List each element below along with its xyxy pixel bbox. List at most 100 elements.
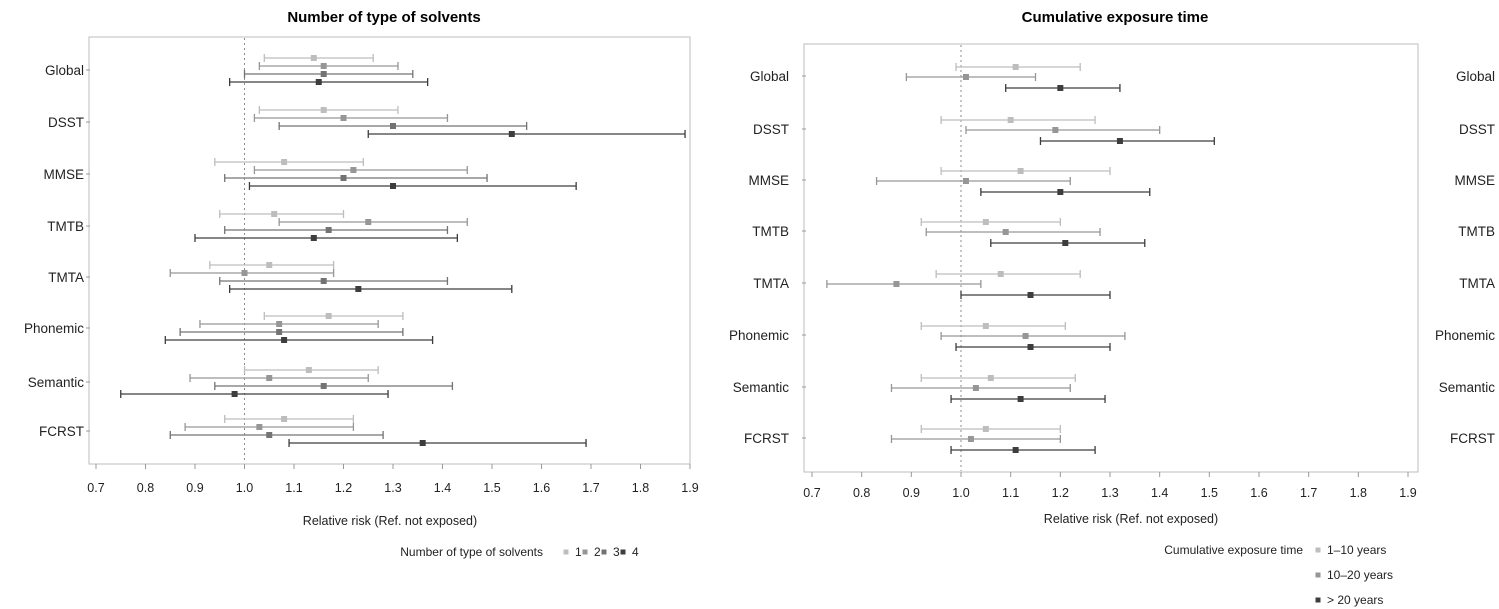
point-estimate	[1057, 85, 1064, 91]
x-tick-label: 1.8	[1350, 486, 1367, 500]
point-estimate	[997, 271, 1004, 277]
point-estimate	[365, 219, 372, 225]
ci-tmta-3	[219, 277, 449, 285]
point-estimate	[967, 436, 974, 442]
category-label-right-phonemic: Phonemic	[1435, 328, 1495, 343]
point-estimate	[310, 235, 317, 241]
x-tick-label: 1.5	[1201, 486, 1218, 500]
category-label-fcrst: FCRST	[744, 431, 789, 446]
point-estimate	[320, 278, 327, 284]
category-label-dsst: DSST	[753, 122, 789, 137]
point-estimate	[281, 416, 288, 422]
point-estimate	[271, 211, 278, 217]
category-label-right-tmtb: TMTB	[1458, 224, 1495, 239]
category-label-mmse: MMSE	[749, 173, 790, 188]
point-estimate	[1017, 168, 1024, 174]
x-tick-label: 1.4	[434, 481, 451, 495]
legend-item-1-10-years: 1–10 years	[1315, 543, 1386, 557]
category-label-tmtb: TMTB	[47, 219, 84, 234]
point-estimate	[340, 115, 347, 121]
legend-item-10-20-years: 10–20 years	[1315, 568, 1393, 582]
point-estimate	[1007, 117, 1014, 123]
point-estimate	[350, 167, 357, 173]
ci-phonemic-10-20-years	[940, 332, 1126, 340]
ci-tmta-20-years	[960, 291, 1111, 299]
legend-item-3: 3	[601, 545, 620, 559]
x-tick-label: 1.8	[632, 481, 649, 495]
category-label-right-semantic: Semantic	[1439, 380, 1496, 395]
point-estimate	[1027, 292, 1034, 298]
x-tick-label: 1.5	[483, 481, 500, 495]
legend-swatch	[1315, 547, 1321, 553]
point-estimate	[1116, 138, 1123, 144]
chart-title: Number of type of solvents	[287, 9, 480, 26]
legend-swatch	[1315, 597, 1321, 603]
chart-panel-exposure-time: Cumulative exposure time Global DSST MMSE T…	[729, 9, 1495, 607]
legend-item-4: 4	[620, 545, 639, 559]
ci-tmta-1-10-years	[935, 270, 1081, 278]
ci-phonemic-2	[199, 320, 379, 328]
legend-label: 10–20 years	[1327, 568, 1393, 582]
legend-item-2: 2	[582, 545, 601, 559]
point-estimate	[390, 183, 396, 189]
category-label-tmta: TMTA	[753, 276, 789, 291]
ci-semantic-20-years	[950, 395, 1106, 403]
x-tick-label: 0.7	[803, 486, 820, 500]
point-estimate	[419, 440, 426, 446]
ci-tmtb-1-10-years	[920, 218, 1061, 226]
point-estimate	[1022, 333, 1029, 339]
x-tick-label: 1.3	[1101, 486, 1118, 500]
point-estimate	[987, 375, 994, 381]
legend-swatch	[620, 549, 626, 555]
ci-fcrst-20-years	[950, 446, 1096, 454]
ci-mmse-1	[214, 158, 364, 166]
category-label-semantic: Semantic	[733, 380, 790, 395]
category-label-mmse: MMSE	[44, 167, 85, 182]
point-estimate	[390, 123, 396, 129]
ci-tmtb-1	[219, 210, 345, 218]
point-estimate	[972, 385, 979, 391]
category-label-dsst: DSST	[48, 115, 84, 130]
category-label-right-fcrst: FCRST	[1450, 431, 1495, 446]
point-estimate	[508, 131, 515, 137]
legend-swatch	[601, 549, 607, 555]
ci-fcrst-1	[224, 415, 355, 423]
category-label-phonemic: Phonemic	[24, 321, 84, 336]
ci-semantic-4	[120, 390, 389, 398]
point-estimate	[266, 262, 273, 268]
x-tick-label: 1.3	[384, 481, 401, 495]
x-tick-label: 1.6	[533, 481, 550, 495]
legend-item-1: 1	[563, 545, 582, 559]
category-label-fcrst: FCRST	[39, 424, 84, 439]
ci-mmse-4	[248, 182, 577, 190]
point-estimate	[893, 281, 900, 287]
chart-title: Cumulative exposure time	[1022, 9, 1209, 26]
ci-semantic-10-20-years	[890, 384, 1071, 392]
ci-global-10-20-years	[905, 73, 1037, 81]
point-estimate	[325, 313, 332, 319]
category-label-tmtb: TMTB	[752, 224, 789, 239]
legend-swatch	[563, 549, 569, 555]
category-label-tmta: TMTA	[48, 270, 84, 285]
point-estimate	[1052, 127, 1059, 133]
legend-label: 3	[613, 545, 620, 559]
legend-label: 1–10 years	[1327, 543, 1386, 557]
ci-semantic-3	[214, 382, 454, 390]
point-estimate	[241, 270, 248, 276]
point-estimate	[982, 323, 989, 329]
ci-tmtb-2	[278, 218, 468, 226]
ci-phonemic-1-10-years	[920, 322, 1066, 330]
category-label-global: Global	[45, 63, 84, 78]
ci-global-20-years	[1005, 84, 1121, 92]
x-tick-label: 1.6	[1250, 486, 1267, 500]
x-tick-label: 0.8	[137, 481, 154, 495]
point-estimate	[962, 74, 969, 80]
x-tick-label: 0.8	[853, 486, 870, 500]
point-estimate	[1057, 189, 1064, 195]
category-label-right-tmta: TMTA	[1459, 276, 1495, 291]
x-tick-label: 1.1	[1002, 486, 1019, 500]
ci-mmse-20-years	[980, 188, 1151, 196]
point-estimate	[281, 159, 288, 165]
ci-global-1-10-years	[955, 63, 1081, 71]
